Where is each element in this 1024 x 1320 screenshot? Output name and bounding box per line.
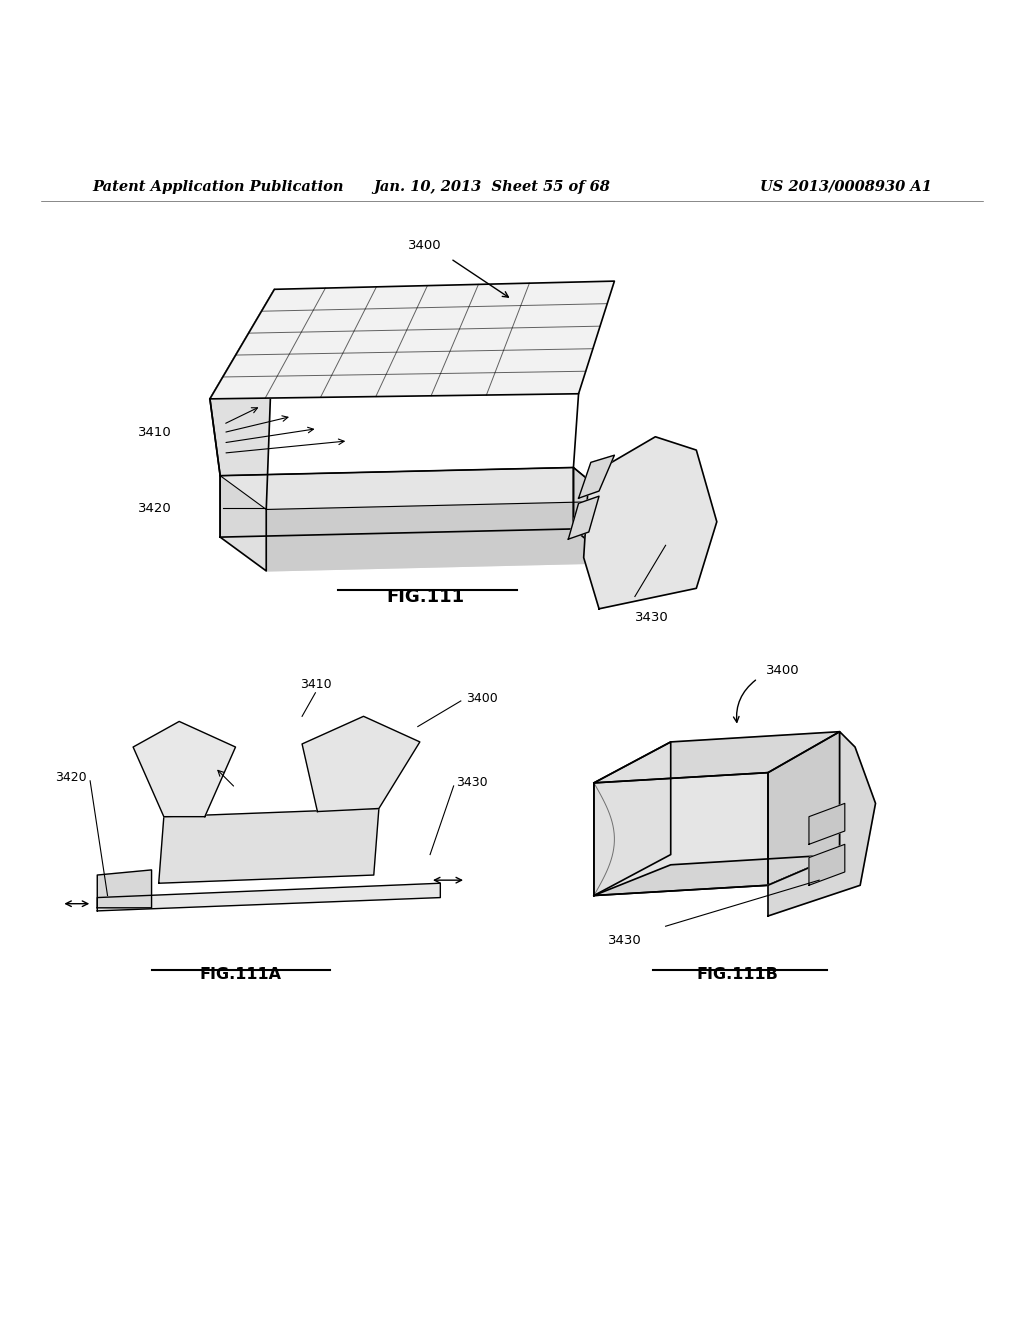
Polygon shape (768, 731, 840, 886)
Polygon shape (210, 281, 614, 399)
Text: 3410: 3410 (300, 677, 331, 690)
Text: 3400: 3400 (766, 664, 800, 677)
Polygon shape (809, 804, 845, 845)
Polygon shape (594, 731, 840, 783)
Polygon shape (133, 722, 236, 817)
Polygon shape (768, 731, 876, 916)
Text: 3430: 3430 (456, 776, 487, 789)
Text: 3420: 3420 (55, 771, 87, 784)
Text: 3430: 3430 (635, 611, 669, 624)
Polygon shape (579, 455, 614, 498)
Polygon shape (594, 772, 768, 895)
Text: 3430: 3430 (608, 935, 641, 948)
Polygon shape (220, 467, 573, 537)
Polygon shape (568, 496, 599, 539)
Polygon shape (266, 502, 614, 572)
Polygon shape (220, 467, 614, 510)
Text: US 2013/0008930 A1: US 2013/0008930 A1 (760, 180, 932, 194)
Text: 3410: 3410 (138, 426, 172, 440)
Polygon shape (573, 467, 614, 562)
Text: Jan. 10, 2013  Sheet 55 of 68: Jan. 10, 2013 Sheet 55 of 68 (373, 180, 610, 194)
Text: FIG.111B: FIG.111B (696, 968, 778, 982)
Polygon shape (97, 883, 440, 911)
Text: Patent Application Publication: Patent Application Publication (92, 180, 344, 194)
Polygon shape (584, 437, 717, 609)
Polygon shape (159, 808, 379, 883)
Text: 3420: 3420 (138, 502, 172, 515)
Text: FIG.111: FIG.111 (386, 589, 464, 606)
Polygon shape (594, 854, 840, 895)
Text: FIG.111A: FIG.111A (200, 968, 282, 982)
Text: 3400: 3400 (409, 239, 441, 252)
Polygon shape (594, 742, 671, 895)
Polygon shape (97, 870, 152, 908)
Polygon shape (809, 845, 845, 886)
Polygon shape (302, 717, 420, 812)
Polygon shape (220, 529, 614, 572)
Polygon shape (210, 289, 274, 572)
Text: 3400: 3400 (466, 693, 498, 705)
